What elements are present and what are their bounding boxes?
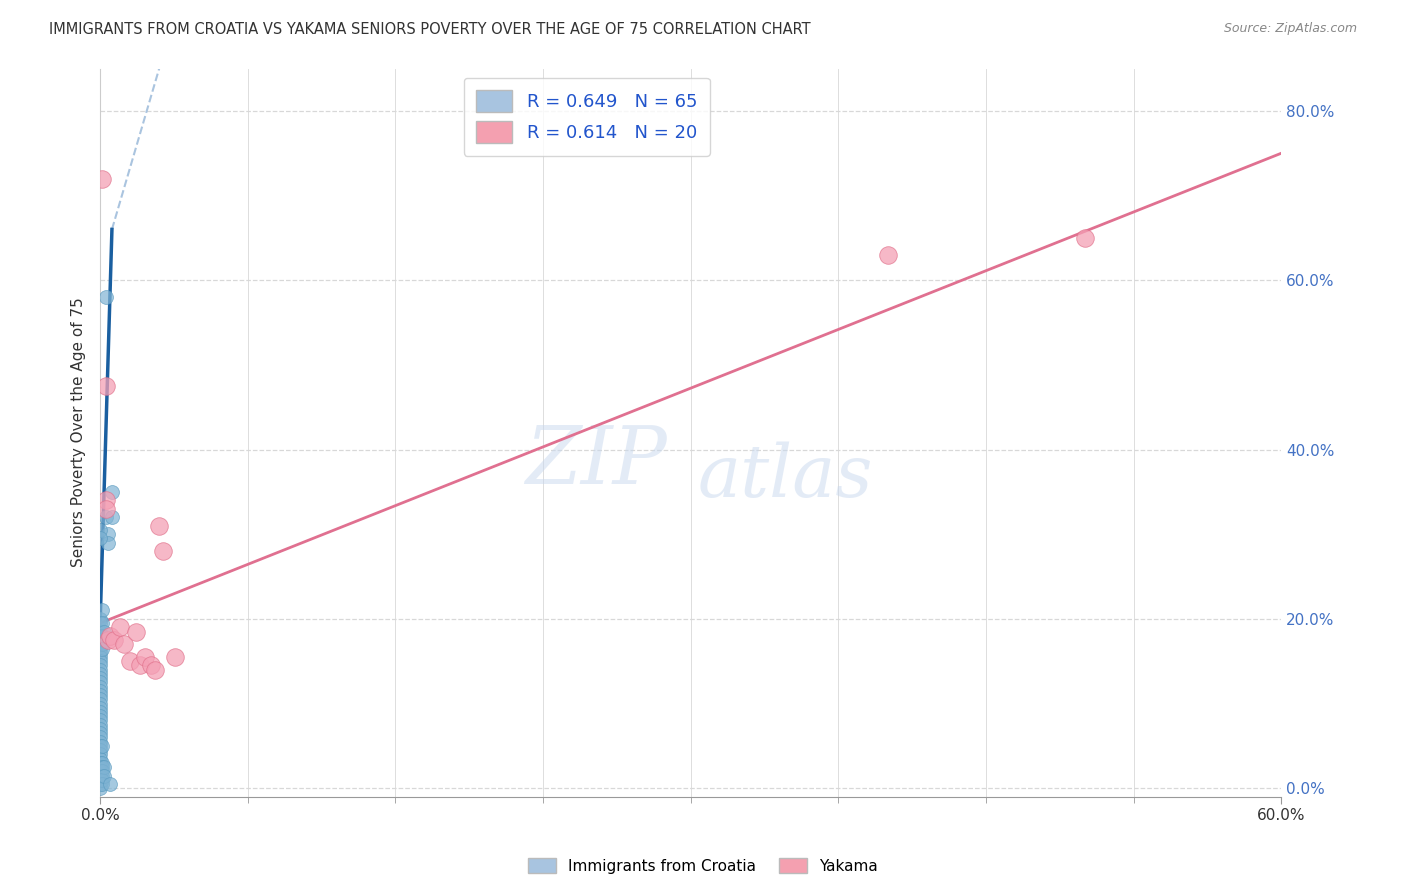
Point <box>91 616 114 631</box>
Point <box>91 768 114 782</box>
Text: atlas: atlas <box>697 441 873 511</box>
Point <box>124 624 146 639</box>
Point <box>103 633 125 648</box>
Point <box>89 532 111 546</box>
Point <box>89 743 111 757</box>
Point <box>89 705 111 719</box>
Point <box>89 722 111 736</box>
Point <box>98 777 121 791</box>
Point <box>89 654 111 668</box>
Point <box>89 768 111 782</box>
Point <box>876 248 898 262</box>
Point <box>89 680 111 694</box>
Point <box>148 518 170 533</box>
Point <box>163 650 186 665</box>
Point <box>91 777 114 791</box>
Legend: Immigrants from Croatia, Yakama: Immigrants from Croatia, Yakama <box>523 852 883 880</box>
Point <box>134 650 156 665</box>
Point <box>94 290 117 304</box>
Point <box>89 781 111 796</box>
Point <box>93 760 115 774</box>
Point <box>97 527 120 541</box>
Point <box>101 510 124 524</box>
Point <box>94 379 117 393</box>
Point <box>89 616 111 631</box>
Point <box>89 633 111 648</box>
Point <box>89 697 111 711</box>
Point <box>89 734 111 748</box>
Point <box>89 646 111 660</box>
Point <box>91 637 114 651</box>
Y-axis label: Seniors Poverty Over the Age of 75: Seniors Poverty Over the Age of 75 <box>72 298 86 567</box>
Point <box>108 620 131 634</box>
Point <box>89 650 111 665</box>
Point <box>128 658 150 673</box>
Point <box>93 624 115 639</box>
Point <box>141 658 163 673</box>
Point <box>91 171 114 186</box>
Point <box>91 641 114 656</box>
Point <box>91 772 114 787</box>
Point <box>89 624 111 639</box>
Point <box>89 731 111 745</box>
Point <box>98 629 121 643</box>
Point <box>94 510 117 524</box>
Point <box>91 756 114 770</box>
Point <box>91 764 114 779</box>
Text: ZIP: ZIP <box>526 423 666 500</box>
Point <box>89 700 111 714</box>
Point <box>89 739 111 753</box>
Point <box>89 726 111 740</box>
Point <box>89 772 111 787</box>
Point <box>89 777 111 791</box>
Point <box>97 535 120 549</box>
Point <box>118 654 141 668</box>
Point <box>89 688 111 702</box>
Text: IMMIGRANTS FROM CROATIA VS YAKAMA SENIORS POVERTY OVER THE AGE OF 75 CORRELATION: IMMIGRANTS FROM CROATIA VS YAKAMA SENIOR… <box>49 22 811 37</box>
Point <box>89 751 111 765</box>
Point <box>89 629 111 643</box>
Point <box>97 633 120 648</box>
Point <box>89 714 111 728</box>
Point <box>89 523 111 537</box>
Point <box>89 663 111 677</box>
Point <box>143 663 166 677</box>
Point <box>91 629 114 643</box>
Legend: R = 0.649   N = 65, R = 0.614   N = 20: R = 0.649 N = 65, R = 0.614 N = 20 <box>464 78 710 156</box>
Point <box>94 493 117 508</box>
Point <box>91 739 114 753</box>
Point <box>89 709 111 723</box>
Point <box>91 603 114 617</box>
Point <box>101 484 124 499</box>
Point <box>89 747 111 762</box>
Point <box>89 637 111 651</box>
Point <box>89 612 111 626</box>
Point <box>89 764 111 779</box>
Point <box>89 641 111 656</box>
Point <box>89 760 111 774</box>
Point <box>91 760 114 774</box>
Point <box>89 683 111 698</box>
Point <box>94 501 117 516</box>
Point <box>152 544 174 558</box>
Point <box>112 637 135 651</box>
Point <box>89 671 111 685</box>
Point <box>89 658 111 673</box>
Point <box>89 756 111 770</box>
Point <box>93 768 115 782</box>
Point <box>89 717 111 731</box>
Point <box>89 675 111 690</box>
Text: Source: ZipAtlas.com: Source: ZipAtlas.com <box>1223 22 1357 36</box>
Point <box>89 666 111 681</box>
Point <box>1073 231 1095 245</box>
Point <box>89 692 111 706</box>
